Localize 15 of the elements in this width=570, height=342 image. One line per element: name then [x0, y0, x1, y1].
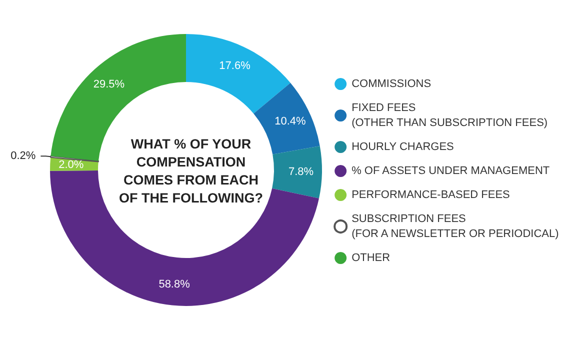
data-label: 2.0%	[58, 158, 84, 171]
data-label: 17.6%	[219, 60, 251, 72]
data-label: 29.5%	[93, 78, 125, 91]
data-label: 10.4%	[274, 115, 306, 128]
data-label: 58.8%	[158, 278, 190, 290]
data-label: 7.8%	[288, 166, 314, 178]
legend-label: OTHER	[352, 252, 390, 264]
legend-label: COMMISSIONS	[352, 78, 432, 90]
legend-label: % OF ASSETS UNDER MANAGEMENT	[352, 165, 550, 177]
legend-label: FIXED FEES (OTHER THAN SUBSCRIPTION FEES)	[352, 102, 548, 129]
data-label: 0.2%	[10, 150, 36, 162]
legend-label: SUBSCRIPTION FEES (FOR A NEWSLETTER OR PERIODICAL)	[352, 213, 559, 240]
legend-label: PERFORMANCE-BASED FEES	[352, 189, 510, 201]
text: WHAT % OF YOUR COMPENSATION COMES FROM EACH OF THE FOLLOWING?	[119, 136, 263, 206]
legend-label: HOURLY CHARGES	[352, 141, 454, 153]
